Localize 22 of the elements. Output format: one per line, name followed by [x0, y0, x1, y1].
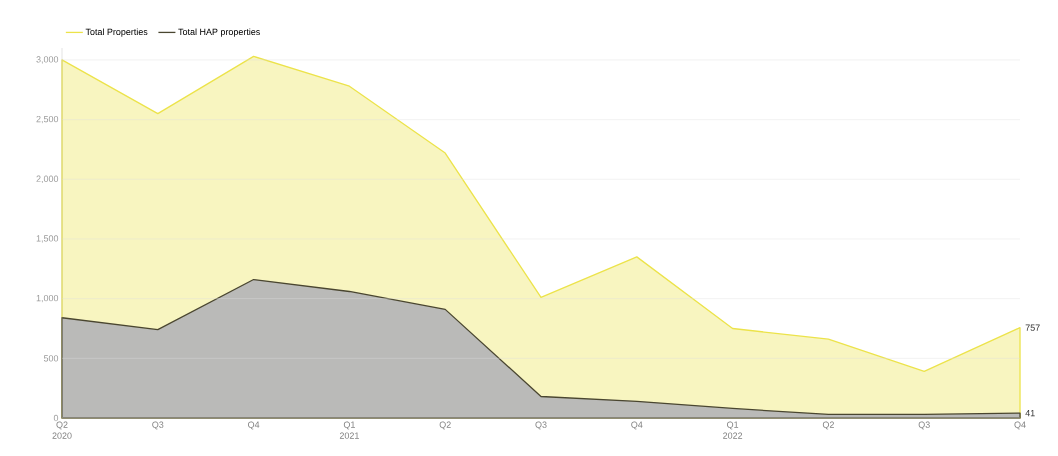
x-tick-label: Q3: [918, 421, 930, 430]
y-tick-label: 1,000: [36, 294, 59, 303]
legend-label: Total Properties: [85, 28, 148, 37]
y-tick-label: 2,500: [36, 115, 59, 124]
y-tick-label: 1,500: [36, 235, 59, 243]
y-tick-label: 0: [53, 414, 59, 422]
x-tick-label: Q3: [152, 421, 164, 430]
y-tick-label: 2,000: [36, 175, 59, 183]
data-label: 41: [1025, 410, 1035, 417]
x-tick-label: Q4: [248, 421, 260, 430]
x-tick-label: Q3: [535, 421, 547, 430]
data-label: 757: [1025, 324, 1040, 331]
y-tick-label: 3,000: [36, 56, 59, 64]
x-tick-label: Q2: [822, 421, 834, 430]
legend-label: Total HAP properties: [178, 28, 260, 37]
x-tick-label: Q2: [439, 421, 451, 430]
x-tick-label: Q2 2020: [52, 421, 72, 439]
x-tick-label: Q4: [1014, 421, 1026, 430]
x-tick-label: Q1 2021: [339, 421, 359, 439]
y-tick-label: 500: [43, 355, 59, 362]
x-tick-label: Q1 2022: [723, 421, 743, 439]
x-tick-label: Q4: [631, 421, 643, 430]
